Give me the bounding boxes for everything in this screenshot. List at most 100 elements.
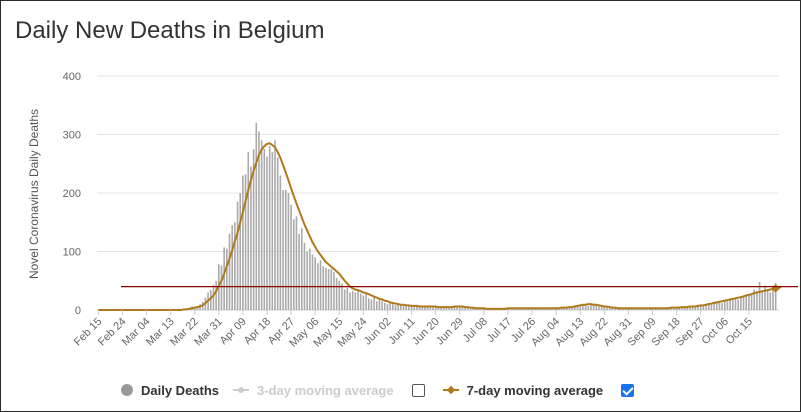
bar bbox=[424, 306, 426, 310]
bar bbox=[592, 304, 595, 310]
bar bbox=[260, 140, 263, 310]
x-tick-label: Jun 29 bbox=[434, 316, 466, 348]
bar bbox=[456, 306, 458, 310]
bar bbox=[252, 149, 255, 310]
bar bbox=[448, 306, 450, 310]
bar bbox=[697, 305, 699, 310]
chart-title: Daily New Deaths in Belgium bbox=[15, 17, 325, 44]
legend-item-daily-deaths[interactable]: Daily Deaths bbox=[121, 383, 219, 398]
bar bbox=[346, 287, 349, 310]
bar bbox=[319, 260, 322, 310]
bar bbox=[766, 289, 769, 310]
legend-label-7day-average: 7-day moving average bbox=[466, 382, 604, 398]
bar bbox=[343, 289, 346, 310]
x-tick-label: Jun 02 bbox=[362, 316, 394, 348]
bar bbox=[359, 293, 362, 310]
bar bbox=[234, 222, 236, 310]
bar bbox=[314, 257, 316, 310]
bar bbox=[325, 267, 327, 310]
bar bbox=[255, 122, 258, 310]
bar bbox=[215, 280, 217, 310]
bar bbox=[370, 299, 373, 310]
line-marker-icon bbox=[233, 384, 250, 396]
bar bbox=[742, 295, 745, 310]
bar bbox=[244, 174, 247, 310]
bar bbox=[239, 193, 242, 310]
bar bbox=[748, 293, 750, 310]
bar bbox=[247, 152, 250, 310]
bar bbox=[705, 304, 707, 310]
bar bbox=[365, 293, 367, 310]
bar bbox=[330, 269, 333, 310]
y-tick-label: 200 bbox=[63, 188, 81, 200]
legend-label-daily-deaths: Daily Deaths bbox=[141, 382, 220, 398]
bar bbox=[723, 300, 726, 310]
bar bbox=[362, 295, 365, 310]
bar bbox=[772, 288, 774, 310]
bar bbox=[614, 307, 616, 310]
bar bbox=[279, 175, 282, 310]
bar bbox=[686, 307, 689, 310]
bar bbox=[383, 302, 386, 310]
bar bbox=[683, 307, 686, 310]
bar bbox=[598, 305, 600, 310]
bar bbox=[295, 216, 298, 310]
bar bbox=[600, 306, 603, 310]
bar bbox=[349, 292, 351, 310]
bar bbox=[421, 306, 424, 310]
bar bbox=[268, 146, 271, 310]
bar bbox=[263, 149, 266, 310]
bar bbox=[408, 305, 410, 310]
bar bbox=[483, 308, 485, 310]
bar bbox=[298, 233, 300, 310]
bar bbox=[745, 295, 748, 310]
bar bbox=[606, 307, 608, 310]
bar bbox=[322, 266, 325, 310]
bar bbox=[341, 283, 343, 310]
bar bbox=[774, 283, 777, 310]
bar bbox=[378, 300, 381, 310]
bar bbox=[461, 307, 464, 310]
bar bbox=[375, 301, 378, 310]
bar bbox=[472, 308, 474, 310]
bar bbox=[442, 307, 445, 310]
bar bbox=[290, 204, 292, 310]
bar bbox=[226, 248, 228, 310]
bar bbox=[590, 304, 592, 310]
bar bbox=[335, 277, 338, 310]
bar bbox=[357, 291, 359, 310]
bar bbox=[354, 292, 357, 310]
legend: Daily Deaths 3-day moving average 7-day … bbox=[121, 379, 652, 401]
bar bbox=[193, 307, 196, 310]
bar bbox=[737, 299, 739, 310]
legend-item-3day-average[interactable]: 3-day moving average bbox=[233, 383, 394, 398]
bar bbox=[769, 292, 772, 310]
bar bbox=[242, 175, 244, 310]
bar bbox=[410, 306, 413, 310]
x-tick-label: Oct 15 bbox=[724, 316, 755, 347]
x-tick-label: Jul 08 bbox=[461, 316, 490, 345]
checkbox-3day-average[interactable] bbox=[411, 383, 425, 397]
bar bbox=[426, 307, 429, 310]
line-marker-icon bbox=[442, 384, 459, 396]
bar bbox=[756, 291, 758, 310]
bar bbox=[212, 284, 215, 310]
bar bbox=[303, 242, 306, 310]
bar bbox=[732, 300, 734, 310]
bar bbox=[292, 219, 295, 310]
bar bbox=[713, 302, 715, 310]
bar bbox=[276, 157, 279, 310]
legend-item-7day-average[interactable]: 7-day moving average bbox=[442, 382, 604, 398]
bar bbox=[764, 285, 766, 310]
bar bbox=[710, 303, 713, 310]
bar bbox=[670, 308, 673, 310]
y-tick-label: 100 bbox=[63, 247, 81, 259]
bar bbox=[196, 307, 199, 310]
bar bbox=[464, 307, 466, 310]
bar bbox=[392, 304, 394, 310]
bar bbox=[579, 305, 582, 310]
checkbox-7day-average[interactable] bbox=[621, 383, 635, 397]
bar bbox=[694, 306, 697, 310]
bar bbox=[271, 152, 274, 310]
